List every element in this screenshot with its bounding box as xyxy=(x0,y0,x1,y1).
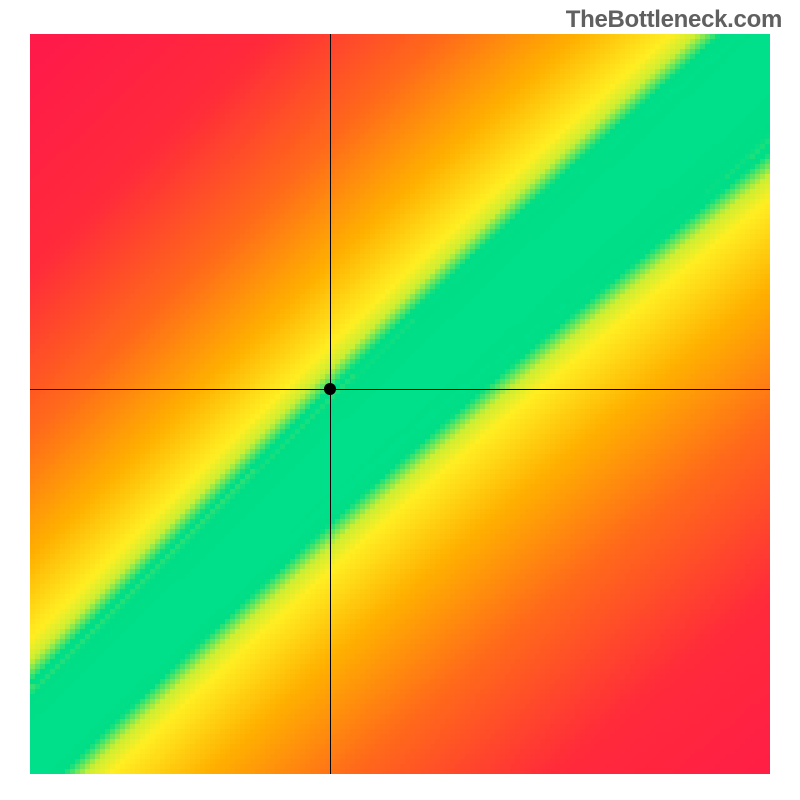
crosshair-horizontal xyxy=(30,389,770,390)
heatmap-canvas xyxy=(30,34,770,774)
data-point-marker xyxy=(324,383,336,395)
heatmap-plot xyxy=(30,34,770,774)
watermark-text: TheBottleneck.com xyxy=(566,6,782,34)
crosshair-vertical xyxy=(330,34,331,774)
